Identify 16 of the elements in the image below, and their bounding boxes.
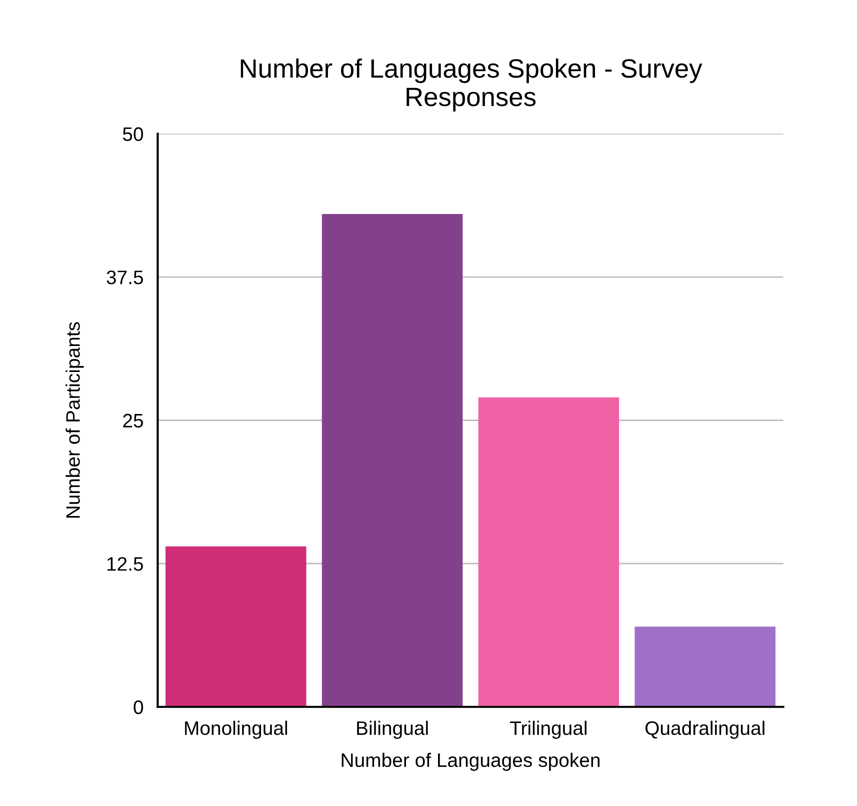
y-tick-label: 25 (123, 414, 143, 428)
x-tick-label: Quadralingual (645, 720, 764, 739)
chart-title: Number of Languages Spoken - Survey Responses (240, 58, 702, 112)
x-axis-title: Number of Languages spoken (342, 752, 600, 771)
bar (634, 626, 776, 707)
x-tick-label: Bilingual (357, 720, 428, 739)
y-tick-label: 0 (134, 700, 144, 714)
y-tick-label: 12.5 (107, 557, 143, 571)
y-tick-label: 37.5 (106, 270, 143, 284)
y-axis-title: Number of Participants (66, 322, 84, 518)
bar (166, 546, 306, 707)
y-tick-label: 50 (122, 127, 144, 142)
bar (322, 214, 463, 707)
bar (478, 397, 620, 707)
x-tick-label: Monolingual (185, 720, 288, 739)
x-tick-label: Trilingual (510, 720, 586, 739)
